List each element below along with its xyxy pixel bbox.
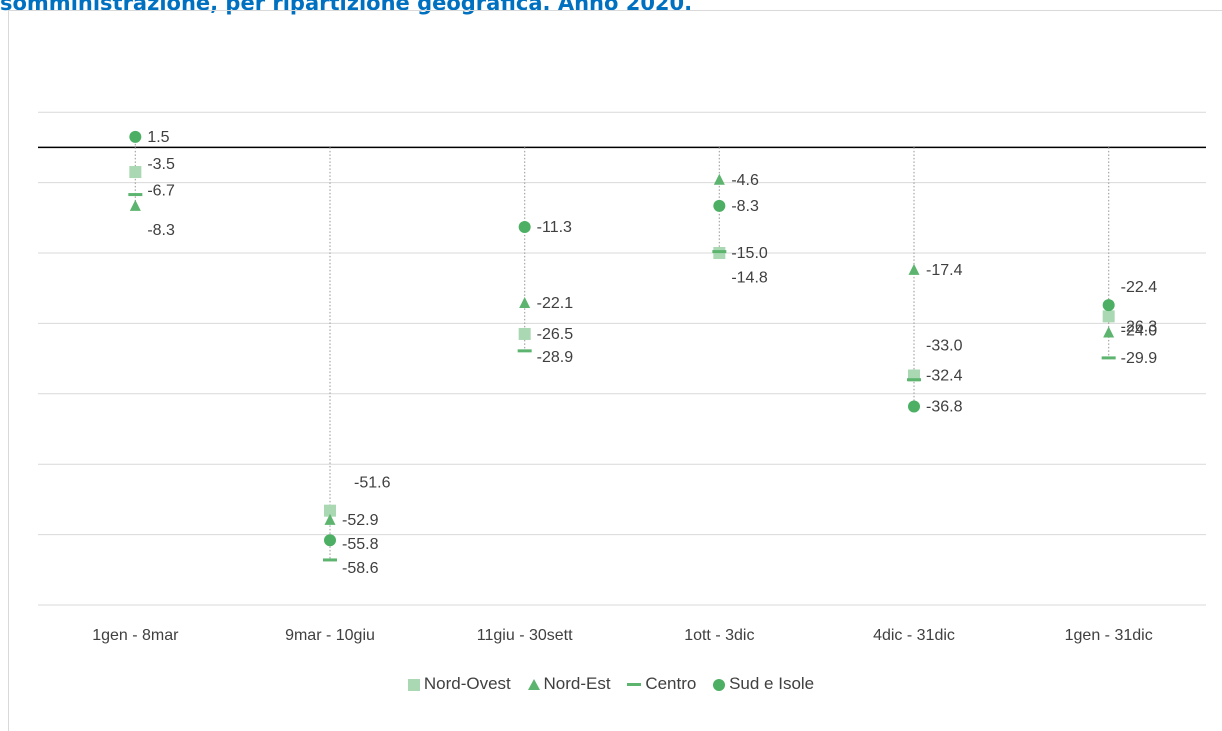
- sud-e-isole-point: [324, 534, 336, 547]
- data-label: 1.5: [147, 129, 169, 146]
- legend-item-nord-est: Nord-Est: [527, 674, 611, 694]
- data-label: -36.8: [926, 398, 963, 415]
- legend-item-sud-e-isole: Sud e Isole: [713, 674, 814, 694]
- chart-legend: Nord-Ovest Nord-Est Centro Sud e Isole: [0, 674, 1222, 694]
- legend-label: Nord-Ovest: [423, 674, 511, 693]
- data-label: -4.6: [731, 172, 759, 189]
- sud-e-isole-point: [518, 220, 531, 233]
- sud-e-isole-point: [129, 130, 142, 143]
- legend-item-nord-ovest: Nord-Ovest: [407, 674, 511, 694]
- data-label: -58.6: [342, 560, 379, 577]
- centro-point: [907, 378, 921, 382]
- legend-label: Centro: [645, 674, 697, 693]
- nord-est-point: [908, 263, 920, 275]
- data-label: -22.4: [1121, 279, 1158, 296]
- centro-point: [517, 349, 532, 353]
- data-label: -17.4: [926, 262, 963, 279]
- sud-e-isole-point: [908, 400, 920, 413]
- x-tick-label: 1gen - 8mar: [92, 627, 179, 644]
- data-label: -14.8: [731, 270, 768, 287]
- chart-title: somministrazione, per ripartizione geogr…: [0, 0, 693, 15]
- x-tick-label: 1gen - 31dic: [1065, 627, 1153, 644]
- data-label: -8.3: [147, 222, 175, 239]
- legend-label: Sud e Isole: [729, 674, 815, 693]
- legend-label: Nord-Est: [543, 674, 611, 693]
- nord-ovest-point: [1102, 310, 1115, 323]
- chart-frame: [8, 10, 1222, 731]
- data-label: -28.9: [537, 349, 574, 366]
- nord-est-point: [324, 513, 336, 525]
- data-label: -51.6: [354, 475, 391, 492]
- triangle-icon: [527, 679, 540, 691]
- nord-est-point: [713, 173, 725, 185]
- sud-e-isole-point: [713, 199, 726, 212]
- x-tick-label: 4dic - 31dic: [873, 627, 955, 644]
- nord-est-point: [1103, 326, 1115, 338]
- x-tick-label: 1ott - 3dic: [684, 627, 754, 644]
- centro-point: [1101, 356, 1116, 360]
- data-label: -55.8: [342, 536, 379, 553]
- nord-est-point: [129, 199, 141, 211]
- circle-icon: [713, 678, 726, 691]
- centro-point: [323, 558, 337, 562]
- square-icon: [407, 678, 420, 691]
- x-tick-label: 9mar - 10giu: [285, 627, 375, 644]
- data-label: -33.0: [926, 338, 963, 355]
- nord-ovest-point: [324, 504, 336, 517]
- legend-item-centro: Centro: [627, 674, 696, 694]
- dash-icon: [627, 683, 642, 687]
- data-label: -24.0: [1121, 322, 1158, 339]
- data-label: -3.5: [147, 156, 175, 173]
- data-label: -32.4: [926, 367, 963, 384]
- data-label: -29.9: [1121, 350, 1158, 367]
- x-tick-label: 11giu - 30sett: [477, 627, 573, 644]
- centro-point: [128, 193, 143, 197]
- data-label: -6.7: [147, 183, 175, 200]
- data-label: -26.5: [537, 326, 574, 343]
- data-label: -11.3: [537, 219, 572, 236]
- centro-point: [712, 250, 727, 254]
- nord-ovest-point: [129, 166, 142, 179]
- data-label: -22.1: [537, 295, 574, 312]
- data-label: -8.3: [731, 198, 759, 215]
- nord-ovest-point: [518, 327, 531, 340]
- data-label: -52.9: [342, 512, 379, 529]
- data-label: -26.3: [1121, 319, 1158, 336]
- chart-plot: -3.5 -8.3 -6.7 1.5 -51.6 -52.9 -58.6 -55.8 -26.5…: [38, 111, 1206, 644]
- data-label: -15.0: [731, 245, 768, 262]
- sud-e-isole-point: [1102, 299, 1115, 312]
- nord-est-point: [519, 296, 531, 308]
